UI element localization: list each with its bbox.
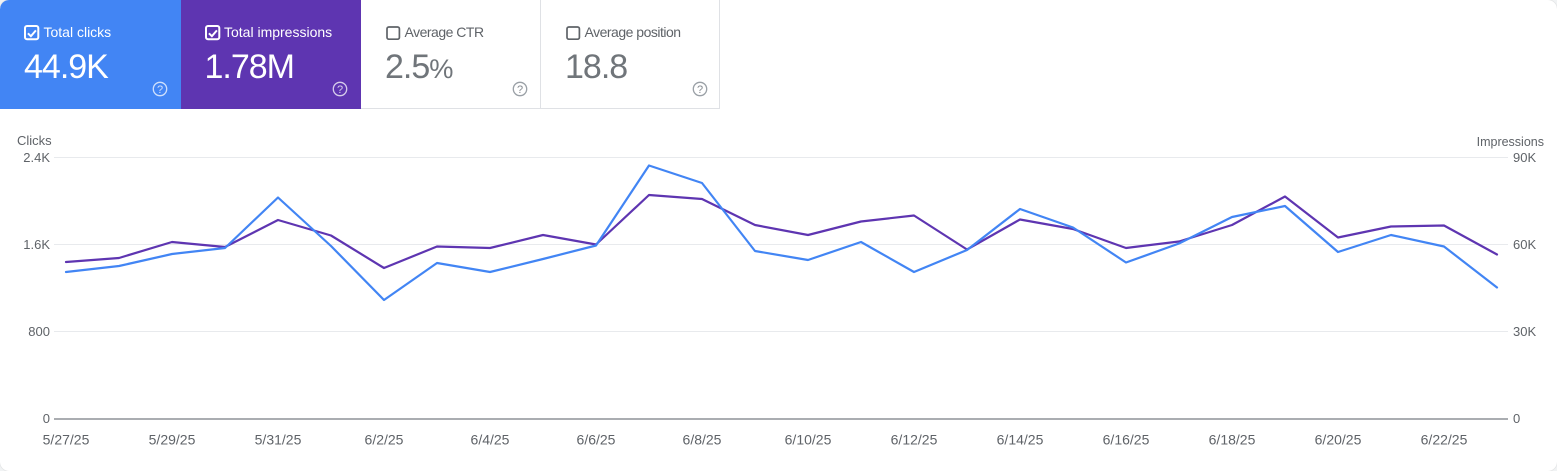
svg-text:2.4K: 2.4K	[23, 150, 50, 165]
svg-text:Impressions: Impressions	[1477, 135, 1544, 149]
svg-text:?: ?	[696, 84, 702, 96]
svg-text:5/31/25: 5/31/25	[255, 432, 302, 448]
svg-text:6/6/25: 6/6/25	[577, 432, 616, 448]
svg-text:?: ?	[337, 84, 343, 96]
svg-text:800: 800	[28, 324, 50, 339]
svg-text:6/10/25: 6/10/25	[785, 432, 832, 448]
svg-text:6/20/25: 6/20/25	[1315, 432, 1362, 448]
svg-text:60K: 60K	[1513, 237, 1536, 252]
svg-text:6/18/25: 6/18/25	[1209, 432, 1256, 448]
svg-text:5/27/25: 5/27/25	[43, 432, 90, 448]
svg-text:6/4/25: 6/4/25	[471, 432, 510, 448]
svg-text:6/8/25: 6/8/25	[683, 432, 722, 448]
svg-text:6/2/25: 6/2/25	[365, 432, 404, 448]
svg-text:?: ?	[516, 84, 522, 96]
svg-text:1.6K: 1.6K	[23, 237, 50, 252]
svg-text:5/29/25: 5/29/25	[149, 432, 196, 448]
svg-text:?: ?	[157, 84, 163, 96]
svg-text:Clicks: Clicks	[17, 133, 52, 148]
svg-text:6/12/25: 6/12/25	[891, 432, 938, 448]
svg-text:6/22/25: 6/22/25	[1421, 432, 1468, 448]
svg-text:0: 0	[1513, 411, 1520, 426]
svg-text:6/16/25: 6/16/25	[1103, 432, 1150, 448]
svg-text:6/14/25: 6/14/25	[997, 432, 1044, 448]
svg-text:90K: 90K	[1513, 150, 1536, 165]
svg-text:30K: 30K	[1513, 324, 1536, 339]
svg-text:0: 0	[43, 411, 50, 426]
